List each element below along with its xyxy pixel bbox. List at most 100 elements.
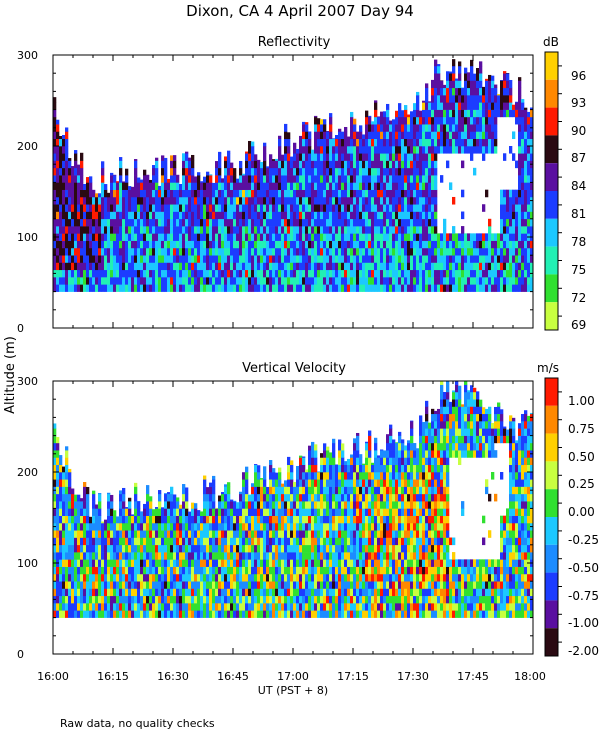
refl-cell — [284, 160, 288, 169]
refl-cell — [326, 138, 330, 147]
refl-cell — [56, 269, 60, 278]
refl-cell — [194, 240, 198, 249]
refl-cell — [254, 255, 258, 263]
refl-cell — [488, 277, 492, 285]
refl-cell — [446, 73, 450, 81]
refl-cell — [452, 87, 456, 96]
refl-cell — [308, 269, 312, 278]
refl-cell — [197, 240, 201, 249]
refl-cell — [302, 153, 306, 161]
refl-cell — [146, 284, 150, 292]
vel-cell — [155, 537, 159, 546]
refl-cell — [371, 189, 375, 198]
refl-cell — [185, 167, 189, 176]
refl-cell — [326, 146, 330, 154]
refl-cell — [362, 233, 366, 241]
vel-cell — [299, 603, 303, 611]
refl-cell — [164, 240, 168, 249]
refl-cell — [506, 269, 510, 278]
refl-cell — [230, 277, 234, 285]
refl-cell — [512, 277, 516, 285]
vel-cell — [104, 552, 108, 560]
refl-cell — [446, 138, 450, 147]
vel-cell — [65, 493, 69, 502]
refl-cell — [80, 247, 84, 256]
refl-cell — [359, 138, 363, 147]
vel-cell — [128, 501, 132, 509]
refl-cell — [65, 233, 69, 241]
refl-cell — [257, 167, 261, 176]
vel-cell — [239, 595, 243, 604]
refl-cell — [302, 255, 306, 263]
vel-cell — [158, 537, 162, 546]
refl-cell — [335, 196, 339, 205]
vel-cell — [269, 486, 273, 495]
refl-cell — [314, 226, 318, 234]
refl-cell — [179, 240, 183, 249]
refl-cell — [425, 262, 429, 271]
refl-cell — [293, 269, 297, 278]
refl-cell — [185, 233, 189, 241]
refl-cell — [272, 159, 276, 161]
refl-cell — [458, 277, 462, 285]
refl-cell — [122, 277, 126, 285]
refl-cell — [194, 204, 198, 212]
refl-cell — [209, 284, 213, 292]
refl-cell — [392, 189, 396, 198]
vel-cell — [194, 610, 198, 618]
refl-cell — [386, 277, 390, 285]
vel-cell — [170, 588, 174, 597]
vel-cell — [119, 522, 123, 531]
vel-cell — [104, 595, 108, 604]
refl-cell — [494, 262, 498, 271]
refl-cell — [371, 284, 375, 292]
refl-cell — [431, 146, 435, 154]
vel-cell — [215, 530, 219, 538]
vel-cell — [200, 552, 204, 560]
refl-cell — [167, 218, 171, 227]
refl-cell — [485, 233, 489, 241]
refl-cell — [443, 269, 447, 278]
refl-cell — [257, 182, 261, 190]
vel-cell — [287, 515, 291, 524]
refl-cell — [302, 277, 306, 285]
refl-cell — [230, 162, 234, 169]
refl-cell — [83, 196, 87, 205]
refl-cell — [158, 196, 162, 205]
vel-cell — [209, 522, 213, 531]
vel-cell — [203, 522, 207, 531]
refl-cell — [266, 247, 270, 256]
refl-cell — [362, 153, 366, 161]
refl-cell — [395, 138, 399, 147]
vel-cell — [107, 595, 111, 604]
refl-cell — [512, 226, 516, 234]
refl-cell — [491, 262, 495, 271]
refl-cell — [317, 182, 321, 190]
refl-cell — [191, 262, 195, 271]
refl-cell — [485, 262, 489, 271]
refl-cell — [440, 247, 444, 256]
vel-cell — [161, 507, 165, 509]
refl-cell — [74, 218, 78, 227]
refl-cell — [65, 226, 69, 234]
refl-cell — [248, 175, 252, 183]
refl-cell — [431, 196, 435, 205]
refl-cell — [437, 116, 441, 125]
refl-cell — [407, 182, 411, 190]
refl-cell — [215, 255, 219, 263]
vel-cell — [251, 522, 255, 531]
refl-cell — [278, 196, 282, 205]
refl-cell — [515, 189, 519, 198]
vel-cell — [74, 573, 78, 582]
refl-cell — [371, 167, 375, 176]
refl-cell — [245, 218, 249, 227]
refl-cell — [269, 189, 273, 198]
refl-cell — [359, 189, 363, 198]
vel-cell — [275, 581, 279, 589]
vel-cell — [257, 530, 261, 538]
refl-cell — [473, 131, 477, 140]
refl-cell — [119, 255, 123, 263]
vel-cell — [170, 581, 174, 589]
vel-cell — [137, 566, 141, 575]
refl-cell — [77, 240, 81, 249]
